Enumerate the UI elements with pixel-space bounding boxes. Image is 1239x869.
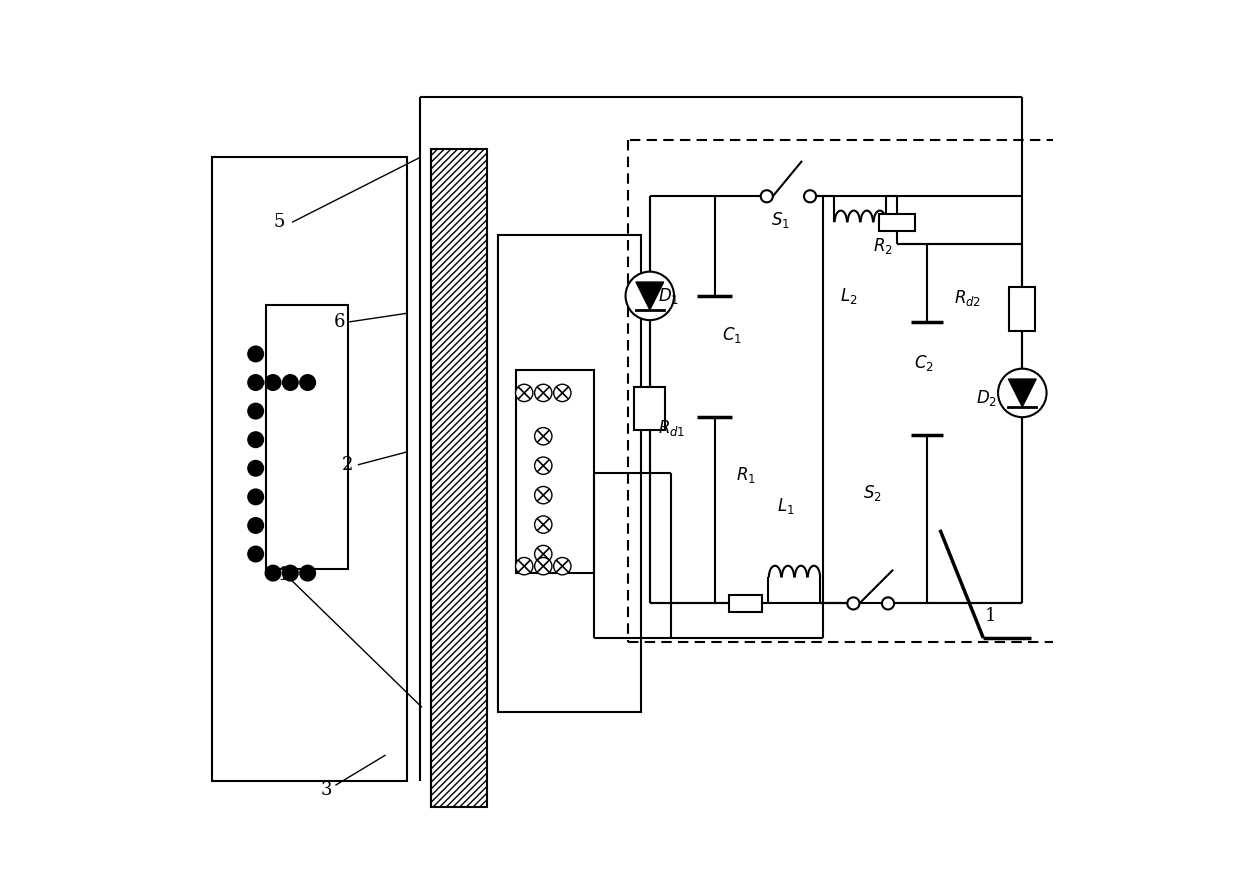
Circle shape — [265, 375, 281, 390]
Circle shape — [248, 432, 264, 448]
Text: $R_{d1}$: $R_{d1}$ — [658, 418, 685, 438]
Text: $C_2$: $C_2$ — [914, 354, 934, 374]
Circle shape — [248, 518, 264, 534]
Circle shape — [265, 566, 281, 580]
Text: $L_1$: $L_1$ — [777, 495, 794, 515]
Circle shape — [300, 375, 316, 390]
Text: $S_1$: $S_1$ — [771, 209, 790, 229]
Circle shape — [282, 375, 299, 390]
Text: 1: 1 — [278, 566, 289, 584]
Bar — [431, 149, 487, 807]
Circle shape — [534, 487, 551, 504]
Circle shape — [534, 546, 551, 563]
Text: $R_{d2}$: $R_{d2}$ — [954, 288, 981, 308]
Circle shape — [282, 566, 299, 580]
Circle shape — [847, 597, 860, 609]
Circle shape — [248, 403, 264, 419]
Circle shape — [882, 597, 895, 609]
Polygon shape — [1009, 379, 1036, 407]
Bar — [212, 157, 408, 781]
Text: $R_2$: $R_2$ — [873, 235, 893, 255]
Circle shape — [534, 457, 551, 474]
Circle shape — [248, 375, 264, 390]
Bar — [729, 594, 762, 612]
Circle shape — [534, 384, 551, 401]
Circle shape — [515, 384, 533, 401]
Circle shape — [248, 489, 264, 505]
Circle shape — [534, 558, 551, 574]
Circle shape — [999, 368, 1047, 417]
Text: 2: 2 — [342, 456, 353, 474]
Text: 1: 1 — [985, 607, 996, 626]
Circle shape — [300, 566, 316, 580]
Circle shape — [248, 461, 264, 476]
Text: $D_2$: $D_2$ — [976, 388, 997, 408]
Bar — [266, 304, 348, 569]
Circle shape — [515, 558, 533, 574]
Text: 3: 3 — [321, 780, 332, 799]
Circle shape — [554, 558, 571, 574]
Circle shape — [554, 384, 571, 401]
Circle shape — [761, 190, 773, 202]
Text: $L_2$: $L_2$ — [840, 286, 857, 306]
Bar — [1010, 288, 1036, 330]
Circle shape — [626, 272, 674, 320]
Circle shape — [534, 428, 551, 445]
Bar — [634, 387, 665, 430]
Circle shape — [534, 516, 551, 534]
Text: 5: 5 — [273, 213, 285, 231]
Bar — [498, 235, 641, 712]
Bar — [878, 214, 914, 231]
Polygon shape — [636, 282, 664, 309]
Text: $C_1$: $C_1$ — [721, 325, 742, 345]
Text: $S_2$: $S_2$ — [862, 482, 882, 502]
Circle shape — [248, 547, 264, 562]
Bar — [515, 369, 593, 573]
Text: $D_1$: $D_1$ — [658, 286, 680, 306]
Circle shape — [248, 346, 264, 362]
Text: 6: 6 — [333, 313, 346, 331]
Circle shape — [804, 190, 817, 202]
Text: $R_1$: $R_1$ — [736, 465, 756, 485]
